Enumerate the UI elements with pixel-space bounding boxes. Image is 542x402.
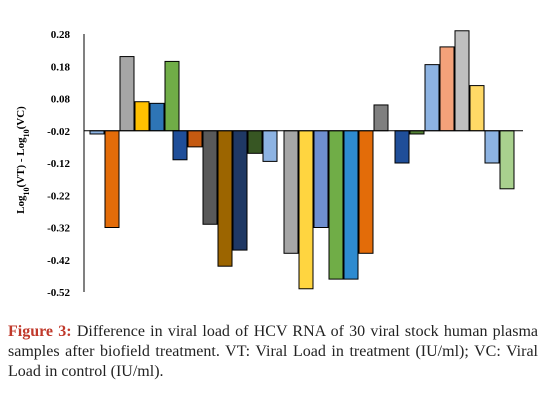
y-axis-label: Log10(VT) - Log10(VC) (15, 106, 31, 214)
bar (343, 130, 359, 280)
y-tick-label: -0.32 (47, 223, 70, 235)
bar-chart: 0.28 0.18 0.08 -0.02 -0.12 -0.22 -0.32 -0.42 -0.… (15, 29, 523, 299)
y-label-sub1: 10 (22, 187, 31, 195)
bar (424, 64, 440, 132)
bar (172, 130, 188, 161)
bar (187, 130, 203, 148)
y-axis-ticks: 0.28 0.18 0.08 -0.02 -0.12 -0.22 -0.32 -0.42 -0.… (47, 29, 70, 299)
bar (247, 130, 263, 154)
y-label-sub2: 10 (22, 129, 31, 137)
y-tick-label: -0.02 (47, 126, 70, 138)
y-tick-label: 0.08 (51, 94, 71, 106)
bar (439, 46, 455, 132)
caption-text: Difference in viral load of HCV RNA of 3… (8, 323, 539, 380)
y-label-vt: (VT) - Log (15, 137, 27, 188)
bar (202, 130, 218, 225)
y-label-vc: (VC) (15, 106, 27, 130)
y-tick-label: -0.22 (47, 190, 70, 202)
bar (217, 130, 233, 267)
bar (484, 130, 500, 164)
bar (164, 60, 180, 132)
bar (283, 130, 299, 254)
bar (328, 130, 344, 280)
y-tick-label: -0.42 (47, 255, 70, 267)
bar (119, 56, 135, 132)
bar (262, 130, 278, 162)
bar (373, 104, 389, 132)
y-tick-label: -0.12 (47, 158, 70, 170)
bar (298, 130, 314, 290)
bar (104, 130, 120, 228)
bars (89, 30, 515, 290)
bar (454, 30, 470, 132)
bar (394, 130, 410, 164)
y-tick-label: 0.18 (51, 61, 71, 73)
y-label-log1: Log (15, 195, 27, 214)
figure-caption: Figure 3: Difference in viral load of HC… (8, 322, 538, 382)
caption-label: Figure 3: (8, 323, 72, 340)
bar (499, 130, 515, 190)
bar (469, 85, 485, 132)
y-tick-label: 0.28 (51, 29, 71, 41)
bar (358, 130, 374, 254)
y-tick-label: -0.52 (47, 287, 70, 299)
bar (149, 102, 165, 132)
bar (134, 101, 150, 132)
bar (313, 130, 329, 228)
bar (232, 130, 248, 251)
